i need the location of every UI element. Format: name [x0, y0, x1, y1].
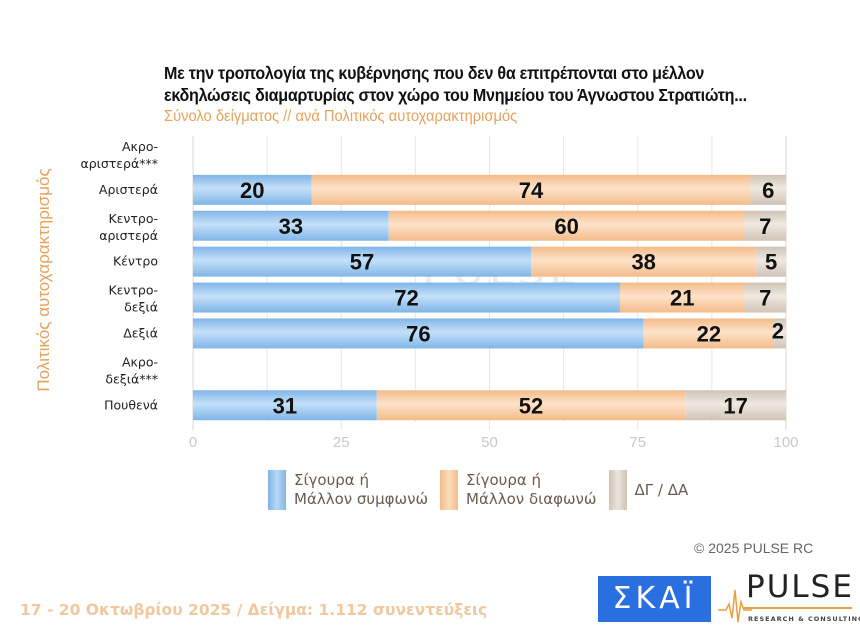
bar-segment — [744, 282, 786, 313]
bar-segment — [193, 174, 312, 205]
legend-item-disagree: Σίγουρα ή Μάλλον διαφωνώ — [440, 470, 597, 510]
x-tick-label: 25 — [333, 434, 350, 451]
chart-title-line1: Με την τροπολογία της κυβέρνησης που δεν… — [164, 63, 705, 83]
bar-segment — [619, 282, 745, 313]
category-label: Πουθενά — [104, 397, 158, 412]
copyright-notice: © 2025 PULSE RC — [694, 540, 814, 556]
bar-segment — [193, 318, 644, 349]
category-label: Αριστερά — [99, 182, 158, 197]
chart-title-line2: εκδηλώσεις διαμαρτυρίας στον χώρο του Μν… — [164, 85, 747, 105]
category-label: Ακρο-δεξιά*** — [105, 354, 158, 386]
bar-segment — [193, 282, 620, 313]
data-label: 7 — [759, 214, 771, 239]
category-labels: Ακρο-αριστερά*** Αριστερά Κεντρο-αριστερά Κ… — [80, 139, 158, 412]
x-axis-ticks: 0 25 50 75 100 — [189, 434, 799, 451]
x-tick-label: 50 — [481, 434, 498, 451]
data-label: 7 — [759, 286, 771, 311]
data-label: 20 — [240, 178, 264, 203]
legend-item-agree: Σίγουρα ή Μάλλον συμφωνώ — [268, 470, 428, 510]
bar-segment — [685, 390, 786, 421]
pulse-wave-icon — [718, 589, 752, 623]
data-label: 2 — [772, 318, 784, 343]
legend-swatch-disagree — [440, 470, 459, 510]
category-label: Κέντρο — [113, 254, 158, 269]
data-label: 31 — [273, 393, 297, 418]
x-tick-label: 75 — [629, 434, 646, 451]
data-label: 60 — [554, 214, 578, 239]
category-label: Ακρο-αριστερά*** — [80, 139, 158, 171]
stacked-bar-chart: 20 74 633 60 757 38 572 21 776 22 231 52 17 Ακρο-αρι… — [80, 136, 799, 451]
legend: Σίγουρα ή Μάλλον συμφωνώ Σίγουρα ή Μάλλο… — [268, 470, 700, 510]
chart-subtitle: Σύνολο δείγματος // ανά Πολιτικός αυτοχα… — [164, 108, 518, 125]
data-label: 38 — [631, 250, 655, 275]
bar-segment — [311, 174, 751, 205]
data-label: 74 — [519, 178, 544, 203]
data-label: 5 — [765, 250, 777, 275]
bar-segment — [376, 390, 686, 421]
bar-segment — [643, 318, 775, 349]
bar-segment — [756, 246, 786, 277]
legend-label-disagree: Σίγουρα ή Μάλλον διαφωνώ — [466, 471, 597, 508]
bar-segment — [531, 246, 757, 277]
legend-label-agree: Σίγουρα ή Μάλλον συμφωνώ — [294, 471, 429, 508]
legend-item-dk-na: ΔΓ / ΔΑ — [608, 470, 689, 510]
bar-segment — [388, 210, 745, 241]
data-label: 33 — [279, 214, 303, 239]
bar-segment — [193, 390, 377, 421]
x-tick-label: 0 — [189, 434, 197, 451]
category-label: Κεντρο-δεξιά — [108, 283, 158, 315]
bar-segment — [750, 174, 786, 205]
legend-swatch-dk-na — [608, 470, 627, 510]
data-label: 21 — [670, 286, 694, 311]
skai-logo: ΣΚΑΪ — [598, 576, 711, 622]
category-label: Δεξιά — [123, 325, 158, 340]
data-label: 57 — [350, 250, 374, 275]
skai-logo-text: ΣΚΑΪ — [612, 581, 697, 616]
bar-segment — [744, 210, 786, 241]
chart-title: Με την τροπολογία της κυβέρνησης που δεν… — [164, 62, 790, 106]
bars: 20 74 633 60 757 38 572 21 776 22 231 52 17 — [193, 174, 786, 421]
data-label: 52 — [519, 393, 543, 418]
pulse-logo-line — [744, 607, 852, 609]
x-tick-label: 100 — [773, 434, 798, 451]
category-label: Κεντρο-αριστερά — [99, 211, 158, 243]
data-label: 6 — [762, 178, 774, 203]
pulse-logo-word: PULSE — [746, 569, 854, 605]
data-label: 72 — [394, 286, 418, 311]
data-label: 17 — [723, 393, 747, 418]
survey-footer: 17 - 20 Οκτωβρίου 2025 / Δείγμα: 1.112 σ… — [20, 601, 488, 619]
bar-segment — [193, 210, 389, 241]
bar-segment — [774, 318, 786, 349]
data-label: 76 — [406, 321, 430, 346]
pulse-logo: PULSE RESEARCH & CONSULTING — [718, 569, 860, 628]
pulse-logo-subtitle: RESEARCH & CONSULTING — [748, 615, 860, 623]
data-label: 22 — [697, 321, 721, 346]
legend-swatch-agree — [268, 470, 286, 510]
legend-label-dk-na: ΔΓ / ΔΑ — [634, 480, 689, 499]
bar-segment — [193, 246, 532, 277]
